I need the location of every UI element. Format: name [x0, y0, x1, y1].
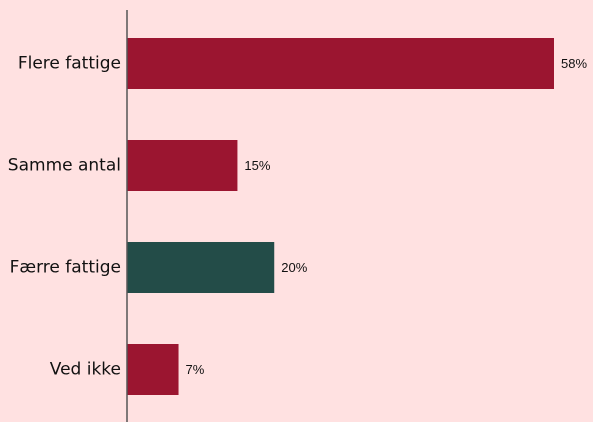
category-label-2: Færre fattige [10, 258, 121, 278]
value-label-3: 7% [186, 362, 205, 377]
bar-0 [127, 38, 554, 89]
bar-1 [127, 140, 238, 191]
category-label-1: Samme antal [8, 156, 121, 176]
bar-2 [127, 242, 275, 293]
labels-layer: Flere fattige 58% Samme antal 15% Færre fatt… [8, 54, 588, 380]
category-label-0: Flere fattige [18, 54, 121, 74]
value-label-2: 20% [281, 260, 307, 275]
bar-3 [127, 344, 179, 395]
value-label-0: 58% [561, 56, 587, 71]
category-label-3: Ved ikke [50, 360, 121, 380]
bars-layer [127, 38, 554, 395]
value-label-1: 15% [244, 158, 270, 173]
